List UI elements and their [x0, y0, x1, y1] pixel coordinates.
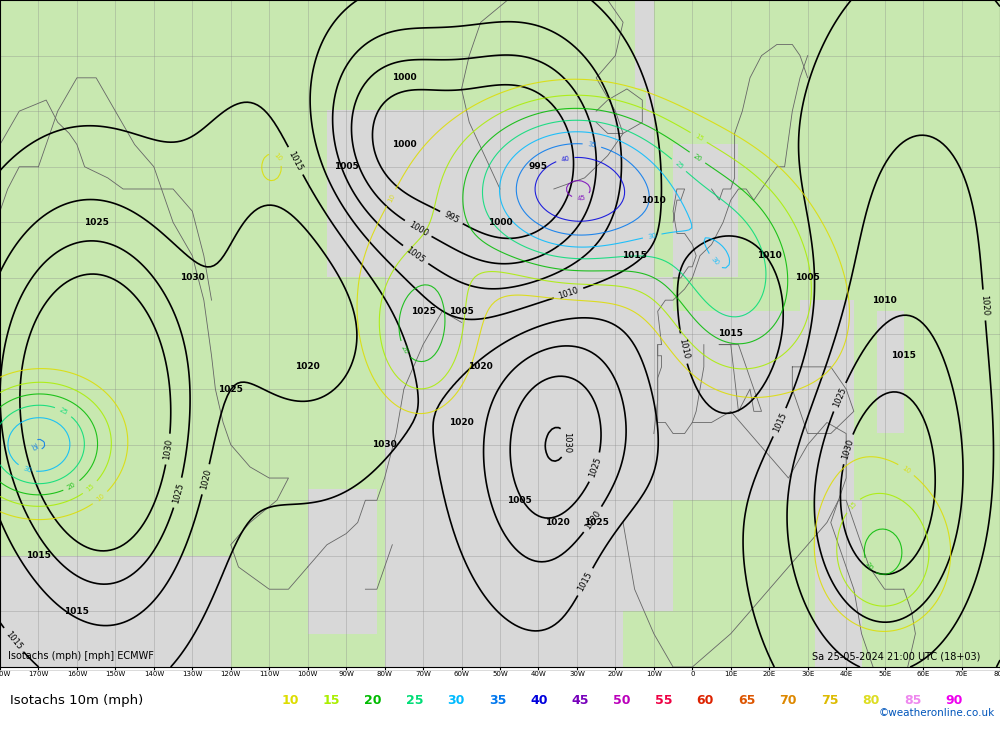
- Text: 1010: 1010: [557, 286, 580, 301]
- Text: 995: 995: [529, 162, 548, 172]
- Text: 1010: 1010: [757, 251, 782, 260]
- Text: 1015: 1015: [718, 329, 743, 338]
- Text: 60: 60: [696, 693, 714, 707]
- Text: 1010: 1010: [641, 196, 666, 205]
- Text: 20: 20: [400, 345, 409, 355]
- Text: 50: 50: [613, 693, 631, 707]
- Text: 1015: 1015: [622, 251, 647, 260]
- Text: 10: 10: [95, 493, 106, 503]
- Text: 1005: 1005: [507, 496, 532, 505]
- Text: 55: 55: [655, 693, 672, 707]
- Text: 25: 25: [406, 693, 423, 707]
- Text: 30: 30: [22, 465, 32, 474]
- Text: 1030: 1030: [372, 441, 397, 449]
- Text: 1025: 1025: [84, 218, 109, 226]
- Text: 1020: 1020: [295, 362, 320, 372]
- Text: 15: 15: [85, 482, 96, 493]
- Text: 30: 30: [647, 232, 657, 240]
- Text: 25: 25: [58, 407, 69, 416]
- Text: 20: 20: [66, 481, 77, 491]
- Text: 15: 15: [848, 500, 858, 511]
- Text: 1030: 1030: [562, 432, 571, 453]
- Text: 1000: 1000: [392, 140, 416, 149]
- Text: Sa 25-05-2024 21:00 UTC (18+03): Sa 25-05-2024 21:00 UTC (18+03): [812, 652, 981, 661]
- Text: 30: 30: [447, 693, 465, 707]
- Text: 25: 25: [674, 160, 684, 170]
- Text: 20: 20: [864, 561, 874, 572]
- Text: 1030: 1030: [180, 273, 205, 282]
- Text: 35: 35: [587, 141, 597, 149]
- Text: 35: 35: [489, 693, 506, 707]
- Text: 1020: 1020: [545, 518, 570, 527]
- Text: 1015: 1015: [891, 351, 916, 360]
- Text: 45: 45: [576, 194, 586, 202]
- Text: 1030: 1030: [162, 438, 174, 460]
- Text: 1000: 1000: [392, 73, 416, 82]
- Text: 65: 65: [738, 693, 755, 707]
- Text: ©weatheronline.co.uk: ©weatheronline.co.uk: [879, 708, 995, 718]
- Text: 1020: 1020: [468, 362, 493, 372]
- Text: 30: 30: [709, 256, 720, 267]
- Text: Isotachs (mph) [mph] ECMWF: Isotachs (mph) [mph] ECMWF: [8, 652, 154, 661]
- Text: 1020: 1020: [449, 418, 474, 427]
- Text: 1000: 1000: [407, 219, 429, 238]
- Text: 1005: 1005: [449, 307, 474, 316]
- Text: 15: 15: [323, 693, 340, 707]
- Text: 1015: 1015: [287, 150, 304, 172]
- Text: 1015: 1015: [576, 570, 594, 593]
- Text: 1025: 1025: [171, 482, 185, 504]
- Text: 1005: 1005: [795, 273, 820, 282]
- Text: 10: 10: [386, 192, 396, 203]
- Text: 70: 70: [779, 693, 797, 707]
- Text: 45: 45: [572, 693, 589, 707]
- Text: 80: 80: [862, 693, 880, 707]
- Text: 10: 10: [272, 152, 283, 163]
- Text: 20: 20: [692, 152, 703, 163]
- Text: 1000: 1000: [488, 218, 512, 226]
- Text: 1010: 1010: [677, 337, 690, 360]
- Text: 10: 10: [281, 693, 299, 707]
- Text: Isotachs 10m (mph): Isotachs 10m (mph): [10, 693, 143, 707]
- Text: 1025: 1025: [588, 456, 603, 479]
- Text: 1025: 1025: [218, 385, 243, 394]
- Text: 1010: 1010: [872, 295, 897, 305]
- Text: 1005: 1005: [334, 162, 359, 172]
- Text: 10: 10: [901, 465, 912, 475]
- Text: 1025: 1025: [584, 518, 609, 527]
- Text: 85: 85: [904, 693, 921, 707]
- Text: 20: 20: [364, 693, 382, 707]
- Text: 1025: 1025: [831, 386, 848, 408]
- Text: 1015: 1015: [3, 629, 24, 651]
- Text: 1025: 1025: [411, 307, 436, 316]
- Text: 1020: 1020: [979, 294, 990, 316]
- Text: 75: 75: [821, 693, 838, 707]
- Text: 1015: 1015: [771, 411, 788, 434]
- Text: 40: 40: [560, 155, 570, 163]
- Text: 40: 40: [530, 693, 548, 707]
- Text: 35: 35: [29, 441, 38, 452]
- Text: 1005: 1005: [404, 245, 427, 265]
- Text: 1015: 1015: [26, 551, 51, 560]
- Text: 15: 15: [693, 133, 704, 142]
- Text: 90: 90: [945, 693, 963, 707]
- Text: 1015: 1015: [64, 607, 89, 616]
- Text: 1020: 1020: [583, 509, 603, 531]
- Text: 995: 995: [442, 210, 461, 225]
- Text: 1020: 1020: [199, 468, 213, 490]
- Text: 1030: 1030: [840, 438, 855, 460]
